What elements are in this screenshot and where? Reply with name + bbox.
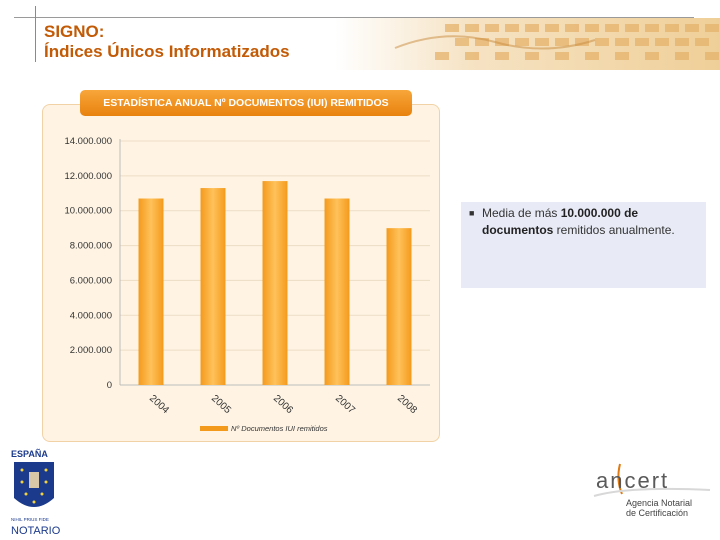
y-tick-label: 12.000.000 bbox=[64, 171, 112, 182]
x-tick-label: 2008 bbox=[395, 393, 419, 416]
info-text: Media de más 10.000.000 de documentos re… bbox=[482, 205, 699, 238]
slide-title-line1: SIGNO: bbox=[44, 22, 105, 41]
y-tick-label: 2.000.000 bbox=[70, 345, 112, 356]
ancert-wordmark: ancert bbox=[596, 468, 670, 493]
y-tick-label: 8.000.000 bbox=[70, 241, 112, 252]
espana-logo-text: ESPAÑA bbox=[11, 449, 48, 459]
x-tick-label: 2005 bbox=[209, 393, 233, 416]
x-tick-label: 2006 bbox=[271, 393, 295, 416]
legend-swatch bbox=[200, 426, 228, 431]
espana-logo-bottom: NOTARIO bbox=[11, 525, 60, 537]
y-tick-label: 0 bbox=[107, 380, 112, 391]
ancert-logo: ancert Agencia Notarial de Certificación bbox=[590, 460, 716, 522]
bullet-square-icon: ■ bbox=[469, 208, 475, 218]
header-rule bbox=[14, 17, 694, 18]
bar bbox=[324, 198, 350, 385]
info-bullet: ■ Media de más 10.000.000 de documentos … bbox=[469, 205, 699, 238]
info-text-prefix: Media de más bbox=[482, 206, 561, 220]
espana-logo-motto: NIHIL PRIUS FIDE bbox=[11, 517, 49, 522]
x-tick-label: 2007 bbox=[333, 393, 357, 416]
chart-title: ESTADÍSTICA ANUAL Nº DOCUMENTOS (IUI) RE… bbox=[80, 90, 412, 116]
chart-panel bbox=[42, 104, 440, 442]
ancert-tagline-2: de Certificación bbox=[626, 508, 689, 518]
info-text-bold: 10.000.000 de documentos bbox=[482, 206, 639, 237]
ancert-tagline-1: Agencia Notarial bbox=[626, 498, 693, 508]
x-tick-label: 2004 bbox=[147, 393, 171, 416]
y-tick-label: 14.000.000 bbox=[64, 136, 112, 147]
bar bbox=[262, 181, 288, 385]
y-tick-label: 10.000.000 bbox=[64, 206, 112, 217]
slide-title-line2: Índices Únicos Informatizados bbox=[44, 42, 290, 61]
info-box: ■ Media de más 10.000.000 de documentos … bbox=[461, 202, 706, 288]
espana-notario-logo: ESPAÑA NIHIL PRIUS FIDE NOTARIO bbox=[11, 449, 60, 537]
bar bbox=[386, 228, 412, 385]
header-vertical-rule bbox=[35, 6, 36, 62]
y-tick-label: 4.000.000 bbox=[70, 310, 112, 321]
info-text-suffix: remitidos anualmente. bbox=[553, 222, 675, 237]
y-tick-label: 6.000.000 bbox=[70, 275, 112, 286]
bar bbox=[200, 188, 226, 385]
header-banner-decoration bbox=[335, 18, 720, 70]
legend-label: Nº Documentos IUI remitidos bbox=[231, 424, 328, 433]
ancert-swoosh-icon bbox=[593, 463, 711, 497]
bar bbox=[138, 198, 164, 385]
